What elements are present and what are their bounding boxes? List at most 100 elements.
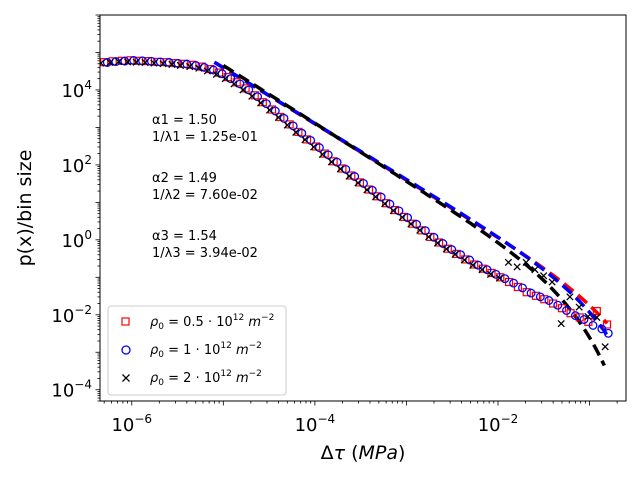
data-point — [504, 258, 513, 267]
annotation-lambda3: 1/λ3 = 3.94e-02 — [152, 246, 258, 261]
data-point — [575, 313, 584, 322]
data-point — [601, 343, 609, 351]
data-point — [412, 219, 422, 229]
data-point — [226, 74, 236, 84]
annotation-lambda2: 1/λ2 = 7.60e-02 — [152, 188, 258, 203]
data-point — [100, 59, 105, 67]
data-point — [390, 206, 400, 215]
data-point — [176, 61, 185, 70]
data-point — [354, 179, 362, 187]
data-point — [248, 92, 256, 100]
data-point — [443, 244, 452, 253]
data-point — [203, 67, 212, 75]
data-point — [141, 58, 149, 67]
data-point — [208, 65, 218, 75]
legend-label-series-2: ρ0 = 1 · 1012 m−2 — [150, 341, 262, 360]
data-point — [373, 192, 382, 201]
data-point — [106, 58, 114, 67]
data-point — [588, 320, 598, 330]
data-point — [292, 128, 300, 136]
data-point — [452, 249, 461, 258]
data-point — [548, 278, 556, 286]
data-point — [447, 245, 457, 255]
data-point — [478, 265, 486, 274]
data-point — [327, 158, 336, 166]
data-point — [531, 291, 541, 300]
data-point — [500, 274, 510, 284]
annotation-alpha2: α2 = 1.49 — [152, 171, 217, 186]
data-point — [425, 233, 433, 241]
data-point — [469, 261, 477, 269]
data-point — [482, 265, 492, 275]
x-tick-label: 10−6 — [111, 412, 152, 436]
data-point — [186, 62, 194, 71]
data-point — [451, 250, 459, 259]
data-point — [221, 75, 229, 83]
data-point — [408, 219, 417, 228]
data-point — [531, 265, 539, 274]
legend-marker-circle — [121, 345, 131, 355]
x-tick-label: 10−4 — [295, 412, 336, 436]
data-point — [602, 320, 612, 329]
data-point — [150, 59, 158, 67]
data-point — [433, 239, 442, 247]
y-tick-label: 104 — [61, 78, 92, 102]
data-point — [132, 58, 140, 66]
data-point — [363, 186, 371, 194]
series-2 — [102, 56, 613, 338]
data-point — [159, 60, 167, 68]
y-tick-label: 100 — [61, 228, 92, 252]
data-point — [491, 269, 501, 279]
axis-ticks: 10−6 10−4 10−2 104 102 100 10−2 10−4 — [51, 14, 618, 436]
data-point — [584, 312, 592, 321]
legend-label-series-1: ρ0 = 0.5 · 1012 m−2 — [150, 313, 274, 332]
y-tick-label: 10−2 — [51, 303, 92, 327]
data-point — [557, 319, 565, 328]
data-point — [102, 58, 112, 67]
data-point — [526, 288, 536, 298]
data-point — [399, 212, 409, 221]
data-point — [323, 150, 333, 160]
data-point — [438, 239, 448, 248]
data-point — [522, 258, 530, 267]
legend-marker-x — [122, 374, 130, 382]
data-point — [603, 328, 613, 338]
data-point — [426, 232, 435, 241]
data-point — [283, 121, 291, 129]
data-point — [597, 324, 607, 334]
annotations: α1 = 1.50 1/λ1 = 1.25e-01 α2 = 1.49 1/λ2… — [152, 113, 258, 261]
data-point — [195, 64, 203, 72]
data-point — [460, 256, 469, 264]
data-point — [382, 199, 391, 208]
data-point — [470, 260, 479, 269]
data-point — [212, 70, 221, 79]
data-point — [274, 113, 283, 122]
y-tick-label: 10−4 — [51, 378, 92, 402]
data-point — [302, 135, 312, 144]
legend-marker-square — [121, 317, 130, 326]
data-point — [123, 58, 132, 66]
fit-line-2 — [213, 60, 610, 338]
data-point — [593, 313, 601, 322]
data-point — [230, 80, 238, 88]
data-point — [456, 250, 466, 260]
data-point — [539, 272, 548, 280]
data-point — [345, 172, 353, 180]
data-point — [434, 238, 444, 247]
annotation-lambda1: 1/λ1 = 1.25e-01 — [152, 130, 258, 145]
data-point — [265, 106, 274, 114]
data-point — [310, 143, 318, 151]
data-points — [100, 56, 613, 351]
data-point — [544, 296, 554, 305]
data-point — [473, 260, 483, 270]
annotation-alpha3: α3 = 1.54 — [152, 229, 217, 244]
data-point — [535, 292, 545, 302]
data-point — [168, 60, 176, 69]
annotation-alpha1: α1 = 1.50 — [152, 113, 217, 128]
data-point — [486, 270, 495, 278]
data-point — [371, 193, 380, 201]
data-point — [398, 213, 406, 221]
x-axis-label: Δτ (MPa) — [321, 442, 406, 464]
